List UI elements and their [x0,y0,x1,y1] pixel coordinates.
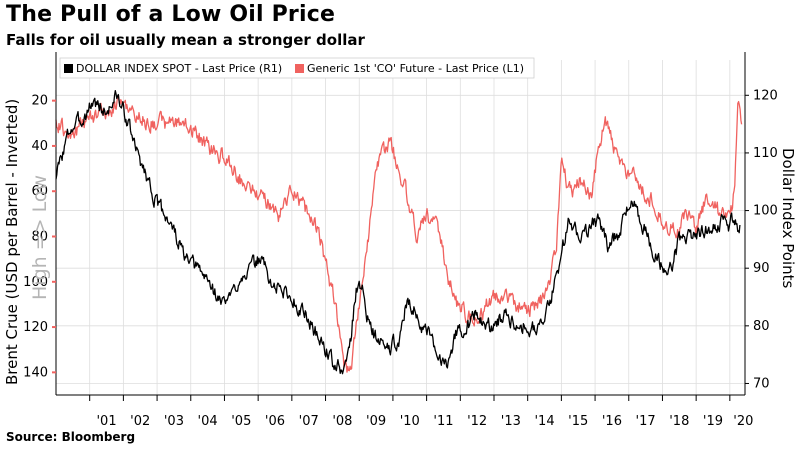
x-tick-label: '05 [231,414,251,429]
legend-label-oil: Generic 1st 'CO' Future - Last Price (L1… [307,62,524,75]
right-tick-label: 70 [753,376,770,391]
right-tick-label: 80 [753,319,770,334]
x-tick-label: '16 [602,414,622,429]
left-tick-label: 80 [31,230,48,245]
right-tick-label: 120 [753,88,778,103]
x-tick-label: '10 [400,414,420,429]
source-note: Source: Bloomberg [6,430,136,444]
left-axis: 20 40 60 80 100 120 140 [23,94,56,380]
high-low-annotation: High => Low [29,175,51,300]
legend-label-dollar: DOLLAR INDEX SPOT - Last Price (R1) [76,62,282,75]
x-tick-label: '18 [669,414,689,429]
x-tick-label: '19 [703,414,723,429]
series-layer [55,89,743,375]
left-axis-title: Brent Crue (USD per Barrel - Inverted) [3,99,21,385]
series-line-brent-oil [55,94,743,373]
left-tick-label: 120 [23,320,48,335]
grid [56,60,745,395]
x-tick-label: '14 [534,414,554,429]
right-axis: 70 80 90 100 110 120 [745,88,778,391]
x-tick-label: '08 [332,414,352,429]
x-tick-label: '07 [299,414,319,429]
x-tick-label: '20 [733,414,753,429]
x-tick-label: '03 [164,414,184,429]
right-tick-label: 90 [753,261,770,276]
left-tick-label: 40 [31,139,48,154]
legend: DOLLAR INDEX SPOT - Last Price (R1) Gene… [59,57,535,79]
chart-subtitle: Falls for oil usually mean a stronger do… [6,31,365,49]
plot-frame [55,52,746,396]
x-axis: '01 '02 '03 '04 '05 '06 '07 '08 '09 '10 '11 '12 '13 '… [89,395,753,429]
left-tick-label: 60 [31,184,48,199]
x-tick-label: '13 [501,414,521,429]
right-axis-title: Dollar Index Points [779,148,797,288]
right-tick-label: 110 [753,146,778,161]
x-tick-label: '15 [568,414,588,429]
x-tick-label: '09 [366,414,386,429]
x-tick-label: '04 [198,414,218,429]
left-tick-label: 100 [23,275,48,290]
x-tick-label: '17 [636,414,656,429]
x-tick-label: '06 [265,414,285,429]
legend-swatch-oil [295,64,304,73]
legend-swatch-dollar [64,64,73,73]
x-tick-label: '02 [130,414,150,429]
x-tick-label: '01 [96,414,116,429]
left-tick-label: 140 [23,365,48,380]
left-tick-label: 20 [31,94,48,109]
x-tick-label: '11 [433,414,453,429]
series-line-dollar-index [55,89,741,375]
chart-title: The Pull of a Low Oil Price [6,2,336,27]
right-tick-label: 100 [753,204,778,219]
x-tick-label: '12 [467,414,487,429]
